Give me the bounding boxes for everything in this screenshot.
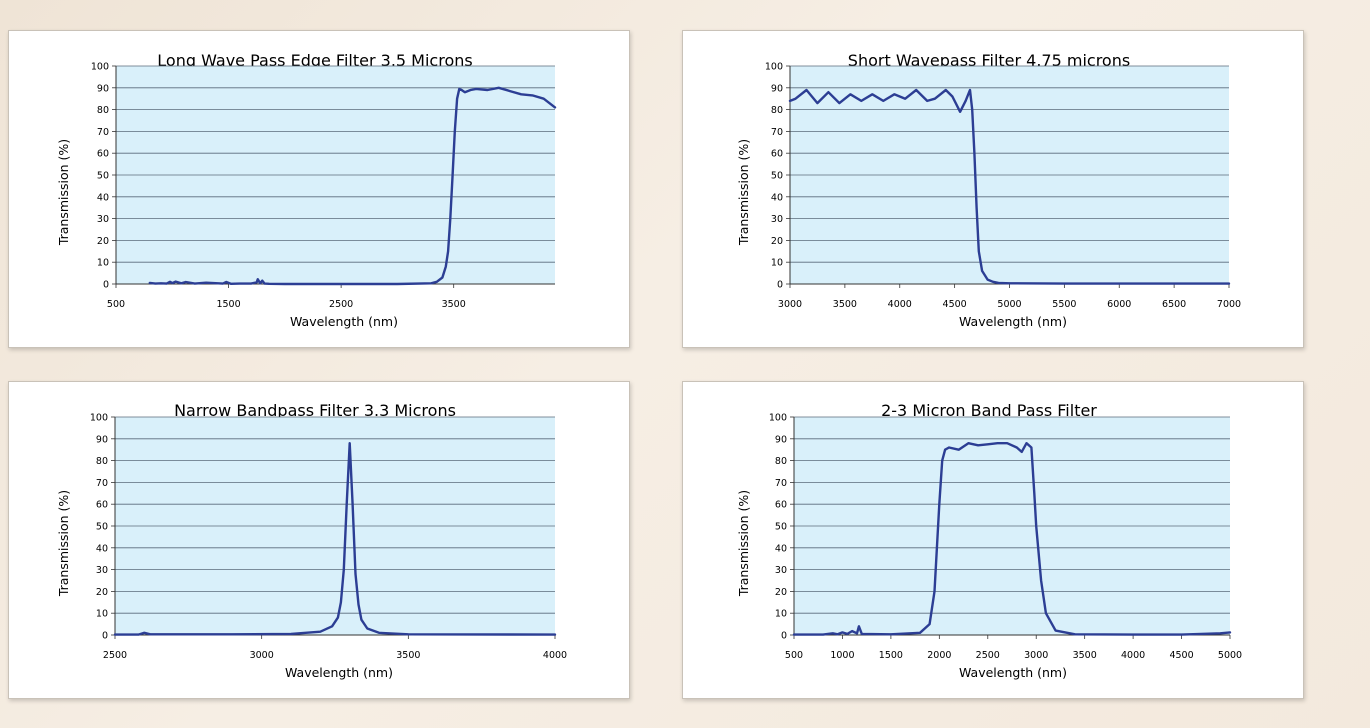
y-tick-label: 10 bbox=[97, 258, 109, 269]
x-tick-label: 5000 bbox=[997, 299, 1021, 310]
y-tick-label: 20 bbox=[96, 587, 108, 598]
chart-svg: Short Wavepass Filter 4.75 microns 0 10 20… bbox=[736, 51, 1241, 329]
y-tick-label: 20 bbox=[775, 587, 787, 598]
chart-svg: Long Wave Pass Edge Filter 3.5 Microns 0… bbox=[56, 51, 557, 329]
y-tick-label: 10 bbox=[96, 609, 108, 620]
y-axis-label: Transmission (%) bbox=[56, 490, 71, 597]
y-tick-label: 80 bbox=[771, 105, 783, 116]
y-tick-label: 70 bbox=[771, 127, 783, 138]
y-tick-label: 40 bbox=[775, 543, 787, 554]
x-tick-label: 3500 bbox=[396, 650, 420, 661]
x-tick-label: 1500 bbox=[879, 650, 903, 661]
y-axis-label: Transmission (%) bbox=[736, 490, 751, 597]
y-tick-label: 90 bbox=[775, 434, 787, 445]
x-tick-label: 5500 bbox=[1052, 299, 1076, 310]
y-tick-label: 100 bbox=[91, 62, 109, 73]
x-tick-label: 3000 bbox=[778, 299, 802, 310]
x-tick-label: 4000 bbox=[888, 299, 912, 310]
y-tick-label: 100 bbox=[90, 413, 108, 424]
x-tick-label: 4000 bbox=[1121, 650, 1145, 661]
chart-panel-2-3-micron-bandpass: 2-3 Micron Band Pass Filter 0 10 20 30 40 50 6… bbox=[682, 381, 1304, 699]
x-tick-label: 2000 bbox=[927, 650, 951, 661]
y-tick-label: 40 bbox=[771, 192, 783, 203]
x-tick-label: 4500 bbox=[1169, 650, 1193, 661]
series-line bbox=[113, 442, 557, 636]
y-tick-label: 10 bbox=[775, 609, 787, 620]
x-axis-label: Wavelength (nm) bbox=[959, 314, 1067, 329]
x-tick-label: 500 bbox=[107, 299, 125, 310]
y-tick-label: 10 bbox=[771, 258, 783, 269]
y-tick-label: 70 bbox=[775, 478, 787, 489]
y-tick-label: 100 bbox=[769, 413, 787, 424]
y-tick-label: 100 bbox=[765, 62, 783, 73]
x-axis-label: Wavelength (nm) bbox=[285, 665, 393, 680]
chart-plot: 0 10 20 30 40 50 60 70 80 90 100 3000 3500 4000 4500 50… bbox=[765, 62, 1241, 311]
y-tick-label: 50 bbox=[771, 171, 783, 182]
chart-panel-long-wave-pass: Long Wave Pass Edge Filter 3.5 Microns 0… bbox=[8, 30, 630, 348]
series-line bbox=[148, 86, 557, 286]
x-tick-label: 2500 bbox=[976, 650, 1000, 661]
x-tick-label: 4000 bbox=[543, 650, 567, 661]
y-tick-label: 0 bbox=[102, 631, 108, 642]
chart-plot: 0 10 20 30 40 50 60 70 80 90 100 500 1500 2500 3500 bbox=[91, 62, 557, 310]
x-tick-label: 3000 bbox=[250, 650, 274, 661]
chart-title: Short Wavepass Filter 4.75 microns bbox=[848, 51, 1130, 70]
y-tick-label: 80 bbox=[775, 456, 787, 467]
y-tick-label: 60 bbox=[771, 149, 783, 160]
y-tick-label: 60 bbox=[97, 149, 109, 160]
y-tick-label: 70 bbox=[97, 127, 109, 138]
chart-svg: 2-3 Micron Band Pass Filter 0 10 20 30 40 50 6… bbox=[736, 401, 1242, 680]
y-tick-label: 50 bbox=[97, 171, 109, 182]
x-tick-label: 3000 bbox=[1024, 650, 1048, 661]
x-axis-label: Wavelength (nm) bbox=[959, 665, 1067, 680]
y-tick-label: 0 bbox=[103, 280, 109, 291]
y-tick-label: 90 bbox=[96, 434, 108, 445]
series-line bbox=[788, 88, 1231, 285]
x-tick-label: 1000 bbox=[830, 650, 854, 661]
x-axis-label: Wavelength (nm) bbox=[290, 314, 398, 329]
x-tick-label: 2500 bbox=[103, 650, 127, 661]
y-tick-label: 0 bbox=[777, 280, 783, 291]
x-tick-label: 6500 bbox=[1162, 299, 1186, 310]
y-tick-label: 50 bbox=[775, 522, 787, 533]
chart-title: Long Wave Pass Edge Filter 3.5 Microns bbox=[157, 51, 472, 70]
y-tick-label: 50 bbox=[96, 522, 108, 533]
chart-plot: 0 10 20 30 40 50 60 70 80 90 100 500 1000 1500 2000 250… bbox=[769, 413, 1242, 662]
y-axis-label: Transmission (%) bbox=[56, 139, 71, 246]
x-tick-label: 3500 bbox=[442, 299, 466, 310]
y-tick-label: 30 bbox=[775, 565, 787, 576]
x-tick-label: 5000 bbox=[1218, 650, 1242, 661]
chart-plot: 0 10 20 30 40 50 60 70 80 90 100 2500 3000 3500 4000 bbox=[90, 413, 567, 662]
y-tick-label: 70 bbox=[96, 478, 108, 489]
y-tick-label: 40 bbox=[97, 192, 109, 203]
y-axis-label: Transmission (%) bbox=[736, 139, 751, 246]
y-tick-label: 80 bbox=[96, 456, 108, 467]
chart-panel-short-wavepass: Short Wavepass Filter 4.75 microns 0 10 20… bbox=[682, 30, 1304, 348]
y-tick-label: 80 bbox=[97, 105, 109, 116]
y-tick-label: 90 bbox=[97, 83, 109, 94]
y-tick-label: 60 bbox=[96, 500, 108, 511]
x-tick-label: 2500 bbox=[329, 299, 353, 310]
chart-panel-narrow-bandpass: Narrow Bandpass Filter 3.3 Microns 0 10 20… bbox=[8, 381, 630, 699]
y-tick-label: 60 bbox=[775, 500, 787, 511]
x-tick-label: 6000 bbox=[1107, 299, 1131, 310]
chart-title: 2-3 Micron Band Pass Filter bbox=[881, 401, 1097, 420]
chart-svg: Narrow Bandpass Filter 3.3 Microns 0 10 20… bbox=[56, 401, 567, 680]
y-tick-label: 20 bbox=[97, 236, 109, 247]
x-tick-label: 500 bbox=[785, 650, 803, 661]
y-tick-label: 20 bbox=[771, 236, 783, 247]
y-tick-label: 30 bbox=[96, 565, 108, 576]
y-tick-label: 0 bbox=[781, 631, 787, 642]
x-tick-label: 1500 bbox=[216, 299, 240, 310]
y-tick-label: 90 bbox=[771, 83, 783, 94]
y-tick-label: 40 bbox=[96, 543, 108, 554]
x-tick-label: 4500 bbox=[943, 299, 967, 310]
y-tick-label: 30 bbox=[97, 214, 109, 225]
x-tick-label: 7000 bbox=[1217, 299, 1241, 310]
series-line bbox=[792, 442, 1232, 636]
y-tick-label: 30 bbox=[771, 214, 783, 225]
x-tick-label: 3500 bbox=[1073, 650, 1097, 661]
chart-title: Narrow Bandpass Filter 3.3 Microns bbox=[174, 401, 456, 420]
x-tick-label: 3500 bbox=[833, 299, 857, 310]
